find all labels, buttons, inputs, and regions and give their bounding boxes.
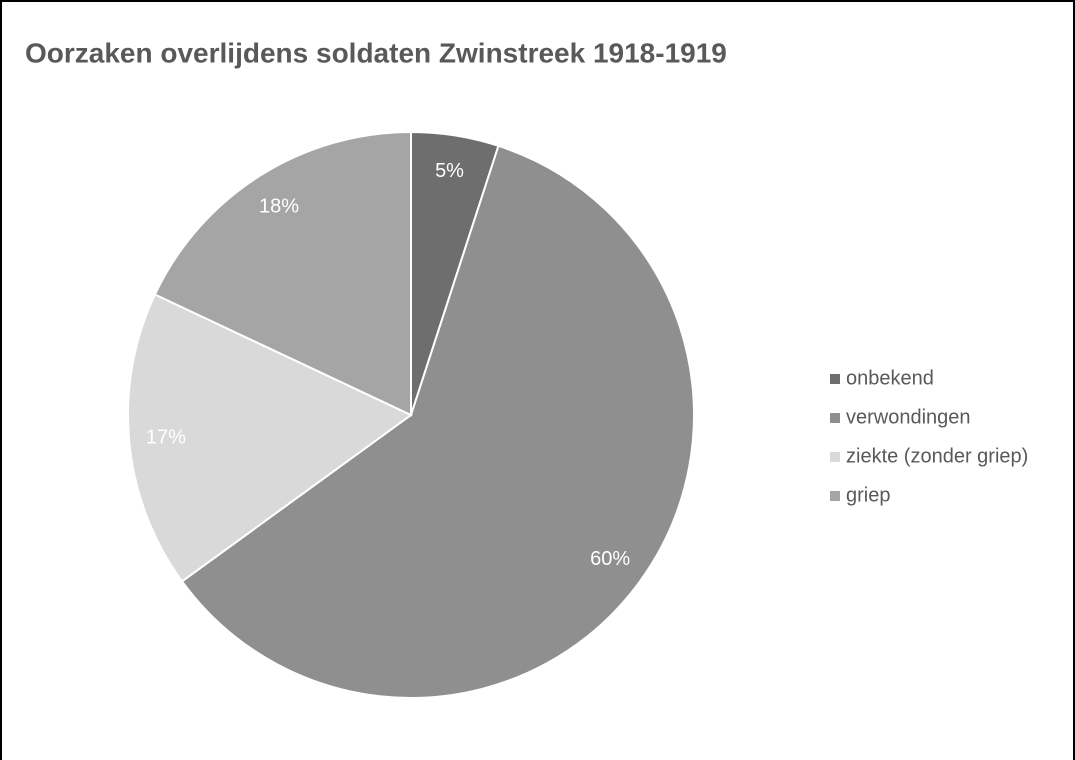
legend-swatch [830, 413, 840, 423]
legend-swatch [830, 374, 840, 384]
pie-slice [127, 293, 413, 583]
data-label: 5% [435, 160, 464, 182]
data-label: 18% [259, 195, 299, 217]
legend-label: griep [846, 484, 890, 506]
legend-swatch [830, 491, 840, 501]
chart-title: Oorzaken overlijdens soldaten Zwinstreek… [25, 37, 727, 68]
legend-label: ziekte (zonder griep) [846, 445, 1028, 467]
pie-slice [153, 130, 412, 417]
legend-label: verwondingen [846, 406, 971, 428]
legend-swatch [830, 452, 840, 462]
legend-label: onbekend [846, 367, 934, 389]
data-label: 60% [590, 548, 630, 570]
pie-slice [180, 144, 695, 699]
data-label: 17% [146, 426, 186, 448]
